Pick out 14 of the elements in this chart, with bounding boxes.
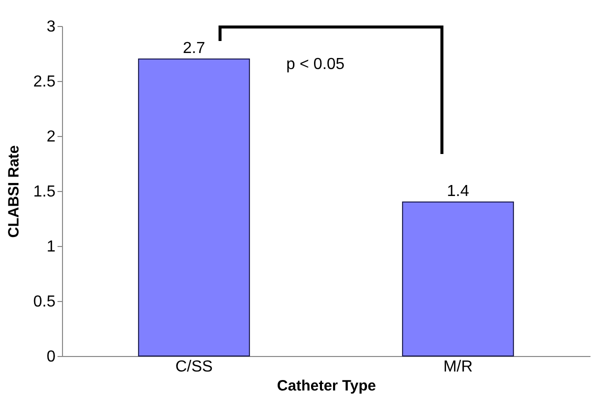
y-tick-label: 0.5 (33, 294, 56, 310)
x-tick-label: M/R (443, 358, 473, 376)
y-tick-label: 1.5 (33, 184, 56, 200)
data-label: 2.7 (182, 40, 206, 57)
y-tick-label: 0 (46, 348, 56, 366)
x-tick-label: C/SS (175, 358, 213, 376)
y-axis-title: CLABSI Rate (5, 145, 22, 238)
y-tick-label: 1 (46, 238, 56, 256)
y-tick-label: 2 (46, 128, 56, 146)
x-axis-title: Catheter Type (277, 378, 376, 394)
data-label: 1.4 (446, 183, 470, 200)
annotation: p < 0.05 (286, 56, 345, 73)
y-tick-label: 3 (46, 18, 56, 36)
y-tick-label: 2.5 (33, 74, 56, 90)
